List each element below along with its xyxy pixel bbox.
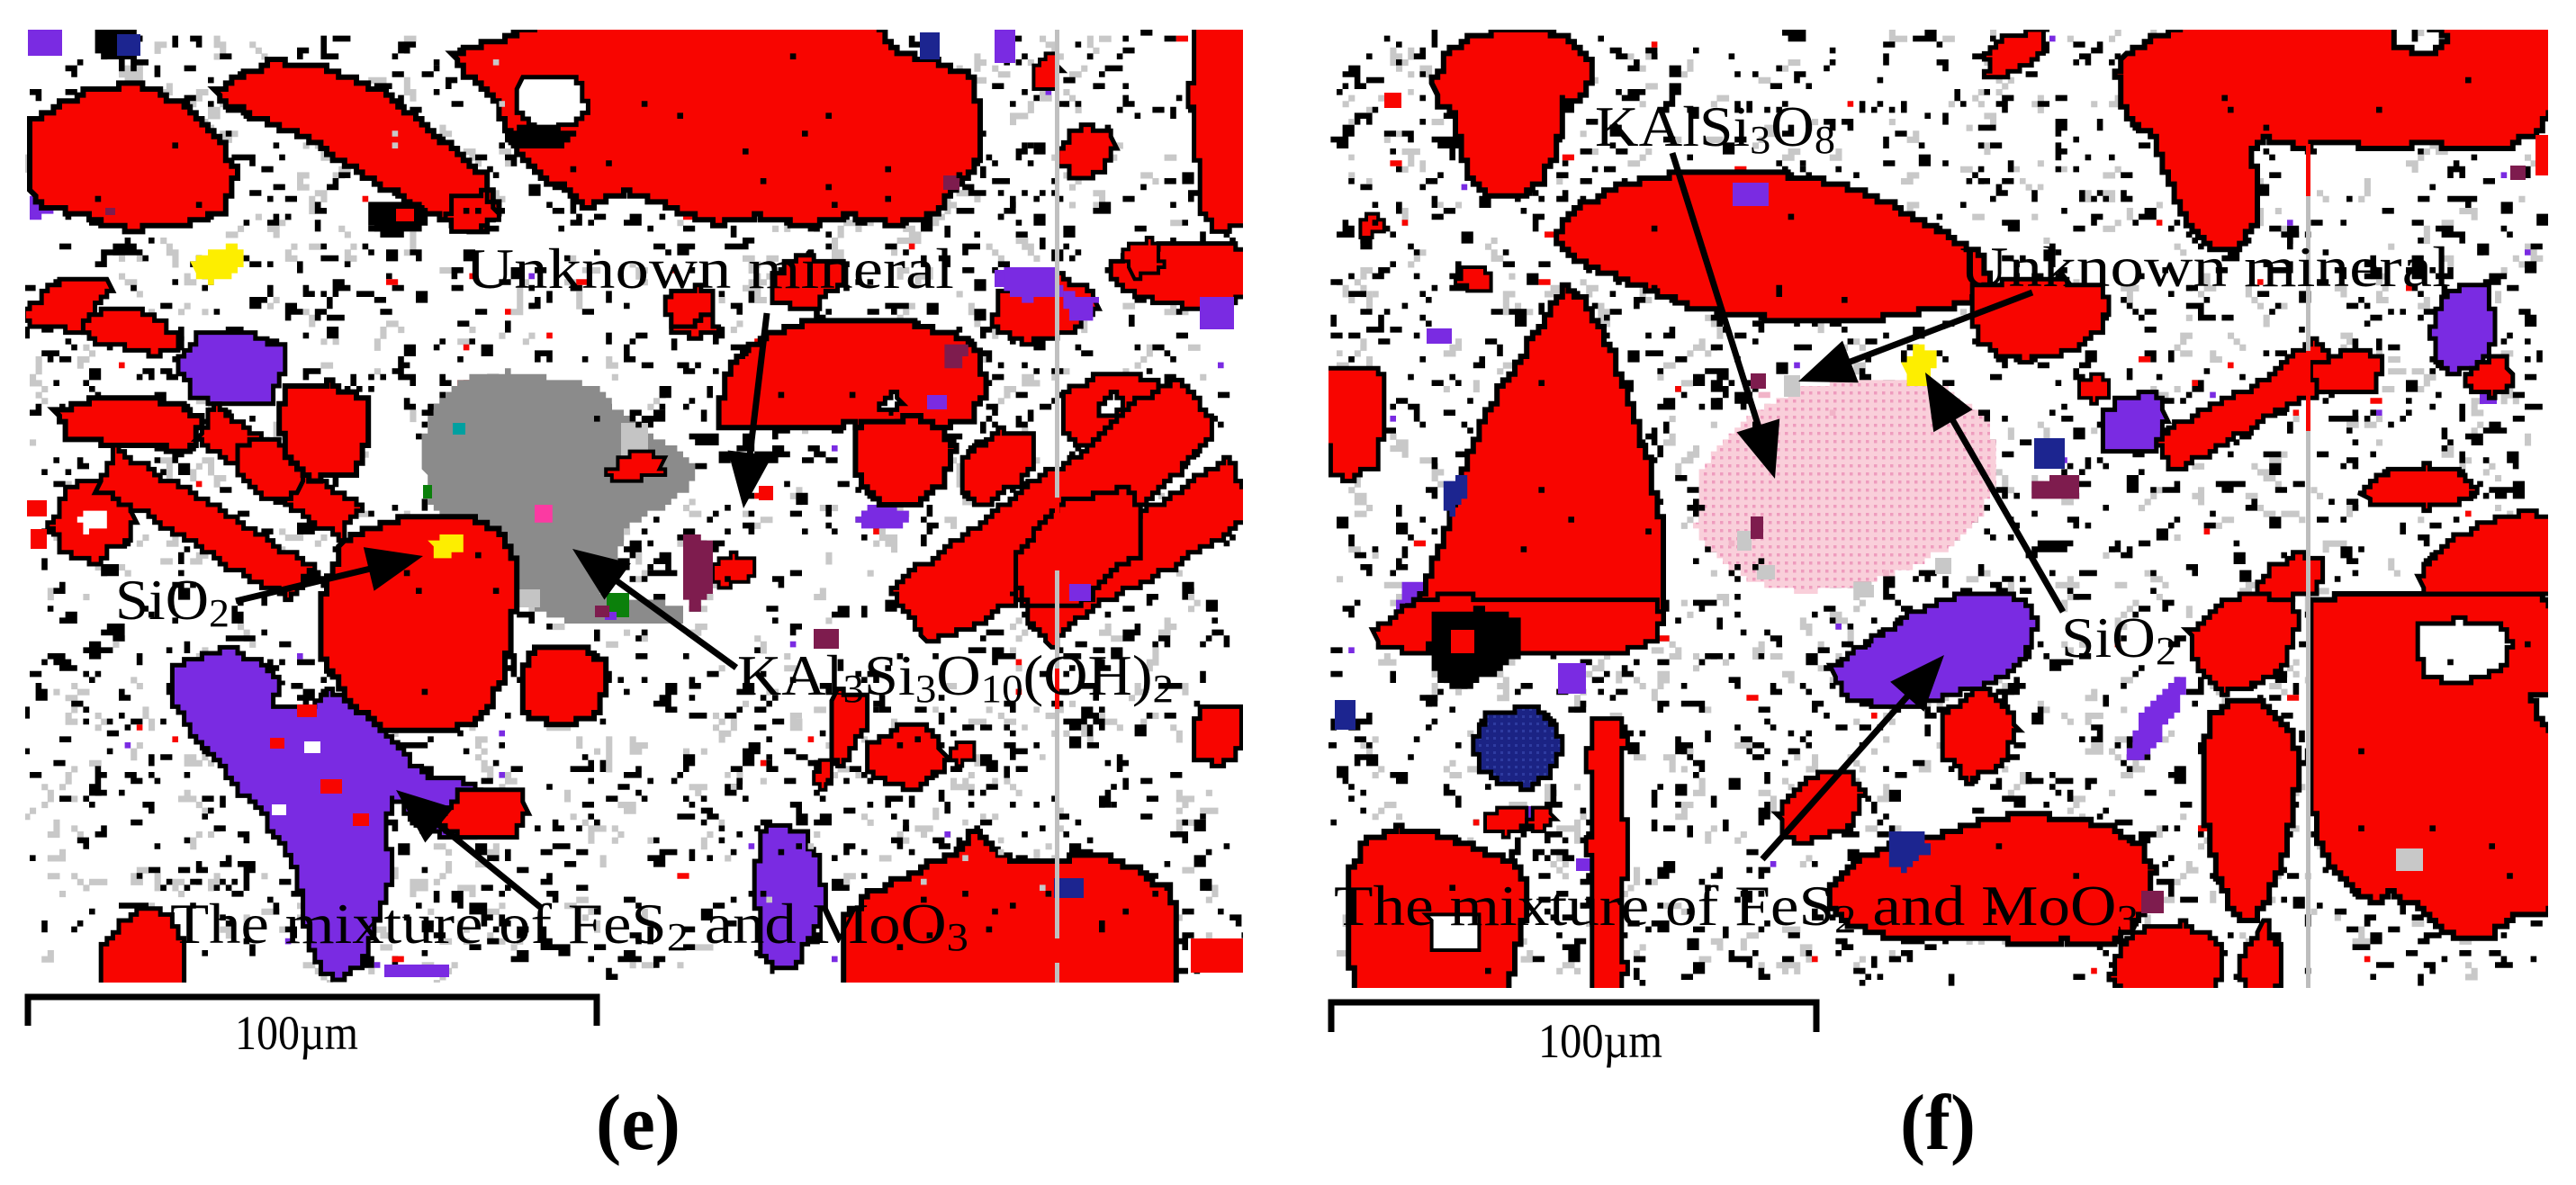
svg-text:100µm: 100µm	[1538, 1014, 1662, 1068]
svg-text:(e): (e)	[596, 1080, 680, 1167]
svg-text:Unknown mineral: Unknown mineral	[465, 237, 954, 301]
svg-text:Unknown mineral: Unknown mineral	[1959, 235, 2451, 299]
svg-text:100µm: 100µm	[235, 1006, 358, 1060]
svg-text:(f): (f)	[1900, 1080, 1976, 1167]
